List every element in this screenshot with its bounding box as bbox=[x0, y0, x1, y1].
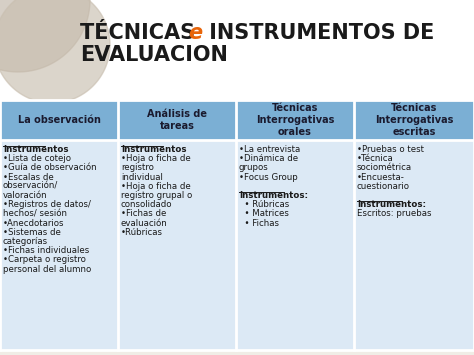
Text: Instrumentos: Instrumentos bbox=[3, 145, 69, 154]
Text: •Dinámica de: •Dinámica de bbox=[239, 154, 298, 163]
Text: Escritos: pruebas: Escritos: pruebas bbox=[357, 209, 431, 218]
Text: observación/: observación/ bbox=[3, 182, 58, 191]
Text: personal del alumno: personal del alumno bbox=[3, 264, 91, 274]
Polygon shape bbox=[0, 0, 90, 72]
Text: •Anecdotarios: •Anecdotarios bbox=[3, 219, 64, 228]
Text: e: e bbox=[188, 23, 202, 43]
Text: sociométrica: sociométrica bbox=[357, 163, 412, 173]
Text: • Matrices: • Matrices bbox=[239, 209, 289, 218]
Text: •Fichas individuales: •Fichas individuales bbox=[3, 246, 89, 255]
Text: Instrumentos:: Instrumentos: bbox=[239, 191, 308, 200]
Text: cuestionario: cuestionario bbox=[357, 182, 410, 191]
Text: Técnicas
Interrogativas
orales: Técnicas Interrogativas orales bbox=[256, 103, 334, 137]
Text: •Registros de datos/: •Registros de datos/ bbox=[3, 200, 91, 209]
Text: Instrumentos: Instrumentos bbox=[121, 145, 186, 154]
Text: •Carpeta o registro: •Carpeta o registro bbox=[3, 255, 86, 264]
Text: •Focus Group: •Focus Group bbox=[239, 173, 298, 182]
Text: •Guía de observación: •Guía de observación bbox=[3, 163, 97, 173]
Text: grupos: grupos bbox=[239, 163, 269, 173]
Text: •Escalas de: •Escalas de bbox=[3, 173, 54, 182]
Text: Análisis de
tareas: Análisis de tareas bbox=[147, 109, 207, 131]
Text: •La entrevista: •La entrevista bbox=[239, 145, 300, 154]
Text: consolidado: consolidado bbox=[121, 200, 173, 209]
FancyBboxPatch shape bbox=[0, 0, 474, 100]
Text: •Lista de cotejo: •Lista de cotejo bbox=[3, 154, 71, 163]
Text: •Técnica: •Técnica bbox=[357, 154, 394, 163]
FancyBboxPatch shape bbox=[1, 140, 118, 350]
Text: •Encuesta-: •Encuesta- bbox=[357, 173, 405, 182]
Text: registro grupal o: registro grupal o bbox=[121, 191, 192, 200]
Text: •Pruebas o test: •Pruebas o test bbox=[357, 145, 424, 154]
Polygon shape bbox=[0, 0, 110, 103]
FancyBboxPatch shape bbox=[355, 140, 474, 350]
Text: registro: registro bbox=[121, 163, 154, 173]
FancyBboxPatch shape bbox=[237, 140, 354, 350]
FancyBboxPatch shape bbox=[237, 101, 354, 140]
Text: INSTRUMENTOS DE: INSTRUMENTOS DE bbox=[202, 23, 434, 43]
Text: Instrumentos:: Instrumentos: bbox=[357, 200, 426, 209]
Text: •Hoja o ficha de: •Hoja o ficha de bbox=[121, 182, 191, 191]
Text: EVALUACION: EVALUACION bbox=[80, 45, 228, 65]
Text: valoración: valoración bbox=[3, 191, 47, 200]
FancyBboxPatch shape bbox=[119, 101, 236, 140]
Text: • Rúbricas: • Rúbricas bbox=[239, 200, 289, 209]
FancyBboxPatch shape bbox=[355, 101, 474, 140]
Text: •Rúbricas: •Rúbricas bbox=[121, 228, 163, 237]
Text: individual: individual bbox=[121, 173, 163, 182]
Text: TÉCNICAS: TÉCNICAS bbox=[80, 23, 202, 43]
Text: evaluación: evaluación bbox=[121, 219, 168, 228]
Text: •Hoja o ficha de: •Hoja o ficha de bbox=[121, 154, 191, 163]
FancyBboxPatch shape bbox=[119, 140, 236, 350]
FancyBboxPatch shape bbox=[1, 101, 118, 140]
Text: Técnicas
Interrogativas
escritas: Técnicas Interrogativas escritas bbox=[375, 103, 453, 137]
Text: •Fichas de: •Fichas de bbox=[121, 209, 166, 218]
Text: • Fichas: • Fichas bbox=[239, 219, 279, 228]
Text: La observación: La observación bbox=[18, 115, 100, 125]
Text: hechos/ sesión: hechos/ sesión bbox=[3, 209, 67, 218]
Text: •Sistemas de: •Sistemas de bbox=[3, 228, 61, 237]
Text: categorías: categorías bbox=[3, 237, 48, 246]
